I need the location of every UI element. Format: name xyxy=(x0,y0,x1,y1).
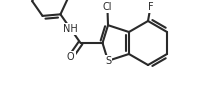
Text: S: S xyxy=(105,56,111,66)
Text: Cl: Cl xyxy=(103,2,112,12)
Text: NH: NH xyxy=(63,24,78,34)
Text: O: O xyxy=(67,52,75,62)
Text: F: F xyxy=(148,2,153,12)
